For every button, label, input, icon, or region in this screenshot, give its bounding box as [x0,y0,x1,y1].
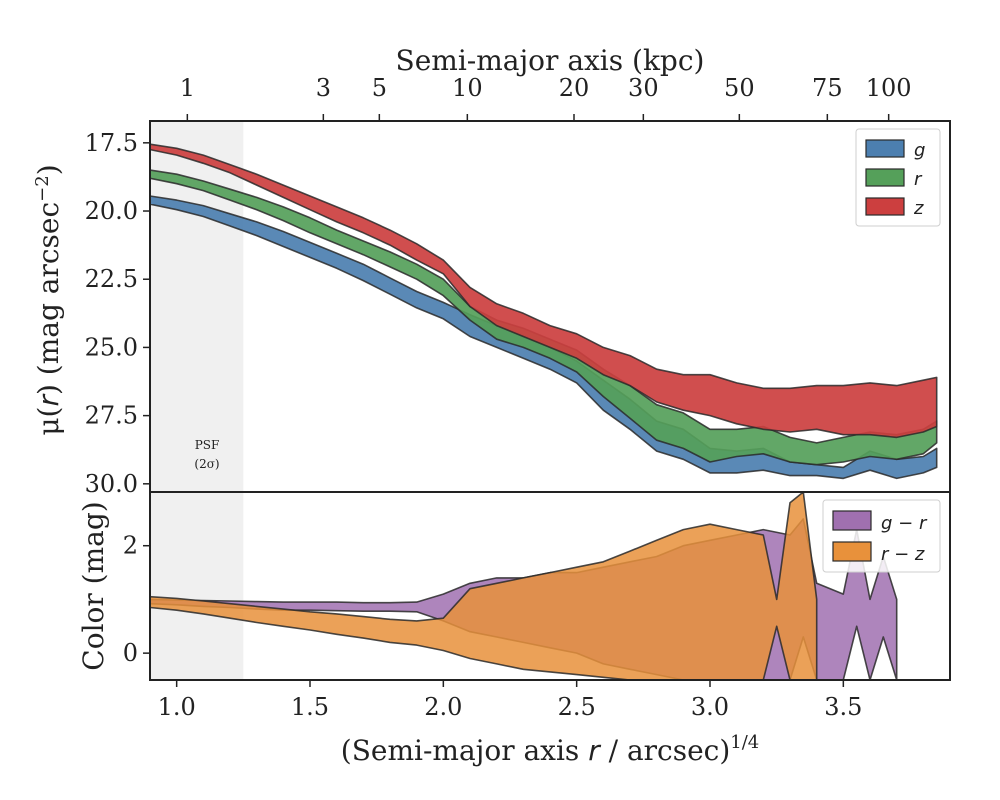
top-panel-series [150,143,938,480]
top-y-axis-label: μ(r) (mag arcsec−2) [32,164,65,435]
psf-label-line2: (2σ) [194,457,219,471]
x-tick-label: 3.5 [824,693,862,721]
series-band-g [150,195,938,480]
top-tick-label: 1 [180,74,195,102]
psf-label-line1: PSF [195,438,220,452]
top-axis-label: Semi-major axis (kpc) [396,44,705,77]
legend-label-g-r: g − r [881,513,928,534]
bottom-panel-series [150,492,898,680]
ylabel-rest: ) (mag arcsec [32,202,65,395]
ylabel-mu: μ [32,417,65,435]
series-band-r-z [150,492,818,680]
xlabel-pre: (Semi-major axis [341,734,588,767]
top-tick-label: 5 [372,74,387,102]
psf-shade-bottom [150,492,244,680]
xlabel-post: / arcsec) [600,734,731,767]
legend-label-g: g [914,140,925,161]
x-tick-label: 2.5 [558,693,596,721]
y-tick-label: 22.5 [85,265,138,293]
x-tick-label: 1.0 [158,693,196,721]
y-tick-label: 20.0 [85,197,138,225]
top-tick-label: 20 [559,74,590,102]
legend-label-r-z: r − z [881,544,925,565]
series-band-r [150,169,938,466]
x-axis-label: (Semi-major axis r / arcsec)1/4 [341,732,759,767]
top-tick-label: 30 [628,74,659,102]
legend-swatch-r [865,168,905,187]
series-band-z [150,143,938,439]
y-tick-label: 27.5 [85,402,138,430]
x-tick-label: 3.0 [691,693,729,721]
legend-label-r: r [914,169,923,190]
top-tick-label: 100 [866,74,912,102]
x-tick-label: 1.5 [291,693,329,721]
xlabel-r: r [588,734,601,767]
legend-swatch-r-z [832,541,872,562]
ylabel-r: r [32,394,65,407]
color-y-tick-label: 0 [123,639,138,667]
xlabel-sup: 1/4 [730,732,759,753]
legend-top: grz [855,128,941,227]
legend-swatch-g [865,139,905,158]
top-tick-label: 50 [724,74,755,102]
ylabel-sup: −2 [32,175,53,202]
ylabel-close: ) [32,164,65,175]
y-tick-label: 17.5 [85,129,138,157]
top-tick-label: 10 [452,74,483,102]
axes: 1.0 1.5 2.0 2.5 3.0 3.51 3 5 10 20 30 50 75 10017.520… [85,74,951,721]
legend-swatch-z [865,197,905,216]
color-y-tick-label: 2 [123,532,138,560]
y-tick-label: 25.0 [85,333,138,361]
legend-swatch-g-r [832,510,872,531]
top-tick-label: 3 [316,74,331,102]
legend-bottom: g − r r − z [822,499,941,573]
top-tick-label: 75 [812,74,843,102]
bottom-panel-frame [149,491,951,681]
x-tick-label: 2.0 [424,693,462,721]
y-tick-label: 30.0 [85,470,138,498]
bottom-y-axis-label: Color (mag) [77,501,110,670]
legend-label-z: z [913,198,924,219]
